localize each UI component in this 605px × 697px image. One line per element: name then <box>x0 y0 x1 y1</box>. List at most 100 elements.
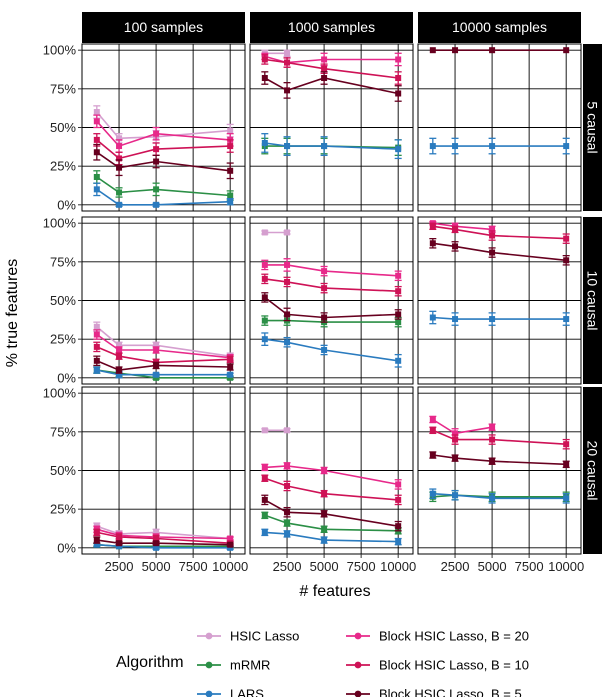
data-point <box>284 143 291 150</box>
data-point <box>284 530 291 537</box>
legend-marker <box>205 661 213 669</box>
x-axis-title: # features <box>299 583 370 600</box>
panel-100-samples-5-causal <box>81 43 246 212</box>
data-point <box>489 436 496 443</box>
series-line <box>264 499 399 527</box>
panels-layer: 100 samples 1000 samples 10000 samples 5 ca… <box>81 12 602 555</box>
series-block-hsic-lasso-b-10 <box>93 133 234 166</box>
x-tick-label: 5000 <box>310 559 339 574</box>
y-tick-label: 50% <box>50 293 76 308</box>
data-point <box>489 495 496 502</box>
data-point <box>563 235 570 242</box>
data-point <box>261 139 268 146</box>
series-lars <box>261 133 402 160</box>
series-line <box>432 429 567 445</box>
series-line <box>264 142 399 150</box>
legend: Algorithm HSIC Lasso mRMR LARS Block HSIC La… <box>116 629 529 697</box>
y-tick-label: 75% <box>50 424 76 439</box>
data-point <box>93 173 100 180</box>
data-point <box>93 331 100 338</box>
series-line <box>96 139 231 160</box>
data-point <box>153 544 160 551</box>
x-tick-label: 5000 <box>478 559 507 574</box>
data-point <box>489 232 496 239</box>
column-strip-100-samples <box>82 12 245 43</box>
panel-10000-samples-5-causal <box>417 43 582 212</box>
series-block-hsic-lasso-b-10 <box>429 426 570 450</box>
data-point <box>489 143 496 150</box>
data-point <box>227 535 234 542</box>
series-block-hsic-lasso-b-20 <box>93 114 234 153</box>
series-lars <box>261 332 402 368</box>
data-point <box>429 223 436 230</box>
x-tick-label: 2500 <box>105 559 134 574</box>
data-point <box>153 362 160 369</box>
series-line <box>264 278 399 292</box>
data-point <box>284 462 291 469</box>
data-point <box>395 481 402 488</box>
data-point <box>93 186 100 193</box>
data-point <box>452 492 459 499</box>
data-point <box>395 90 402 97</box>
legend-marker <box>205 632 213 640</box>
data-point <box>452 455 459 462</box>
data-point <box>227 544 234 551</box>
column-strip-1000-samples <box>250 12 413 43</box>
legend-item-lars: LARS <box>197 687 264 697</box>
data-point <box>261 427 268 434</box>
series-line <box>264 477 399 501</box>
data-point <box>563 441 570 448</box>
legend-marker <box>354 690 362 697</box>
data-point <box>153 540 160 547</box>
legend-item-block-hsic-lasso-b-10: Block HSIC Lasso, B = 10 <box>346 658 529 673</box>
legend-item-hsic-lasso: HSIC Lasso <box>197 629 299 644</box>
data-point <box>452 243 459 250</box>
y-tick-label: 100% <box>43 386 77 401</box>
data-point <box>116 543 123 550</box>
series-block-hsic-lasso-b-5 <box>93 355 234 374</box>
series-lars <box>93 366 234 379</box>
y-tick-label: 25% <box>50 159 76 174</box>
axes-layer: 0%25%50%75%100%0%25%50%75%100%0%25%50%75… <box>43 43 585 574</box>
data-point <box>227 356 234 363</box>
data-point <box>563 257 570 264</box>
data-point <box>227 371 234 378</box>
data-point <box>395 272 402 279</box>
data-point <box>284 427 291 434</box>
series-line <box>264 338 399 362</box>
data-point <box>395 75 402 82</box>
legend-label: HSIC Lasso <box>230 629 299 644</box>
series-line <box>96 531 231 544</box>
series-line <box>96 111 231 140</box>
data-point <box>321 526 328 533</box>
panel-border <box>249 216 414 385</box>
x-tick-label: 2500 <box>273 559 302 574</box>
x-tick-label: 5000 <box>142 559 171 574</box>
x-tick-label: 7500 <box>179 559 208 574</box>
data-point <box>284 278 291 285</box>
data-point <box>429 240 436 247</box>
y-tick-label: 100% <box>43 216 77 231</box>
data-point <box>321 143 328 150</box>
series-line <box>264 296 399 319</box>
data-point <box>321 467 328 474</box>
data-point <box>429 143 436 150</box>
series-line <box>96 539 231 546</box>
data-point <box>227 374 234 381</box>
data-point <box>563 47 570 54</box>
data-point <box>261 336 268 343</box>
data-point <box>261 464 268 471</box>
series-block-hsic-lasso-b-10 <box>261 474 402 506</box>
data-point <box>93 109 100 116</box>
data-point <box>153 146 160 153</box>
y-tick-label: 75% <box>50 254 76 269</box>
data-point <box>452 436 459 443</box>
data-point <box>116 533 123 540</box>
data-point <box>153 374 160 381</box>
series-block-hsic-lasso-b-20 <box>429 415 496 439</box>
data-point <box>395 288 402 295</box>
data-point <box>116 353 123 360</box>
data-point <box>452 143 459 150</box>
series-line <box>96 543 231 549</box>
data-point <box>261 261 268 268</box>
